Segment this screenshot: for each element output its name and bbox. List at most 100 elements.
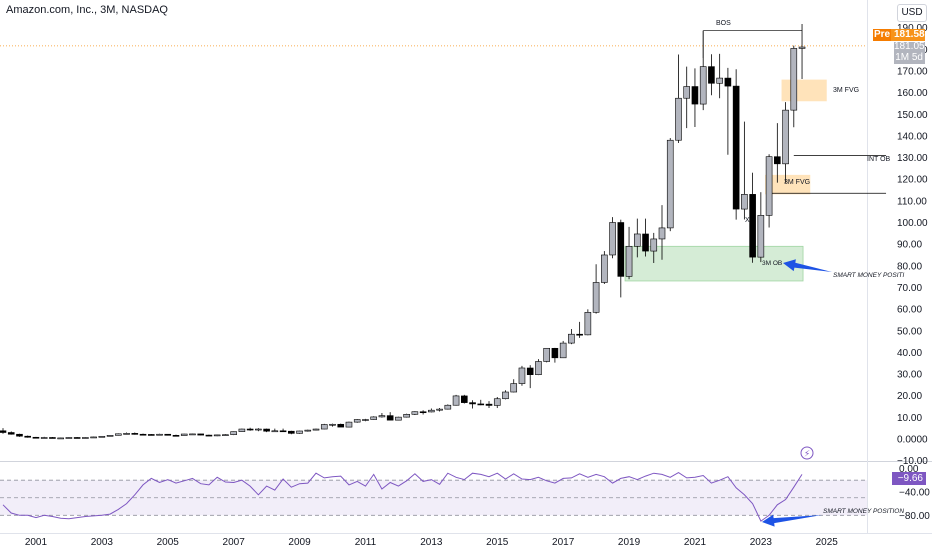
candle-body xyxy=(666,139,674,229)
candle-body xyxy=(436,408,443,411)
candle-body xyxy=(172,435,180,437)
currency-button[interactable]: USD xyxy=(897,4,927,22)
candle-body xyxy=(716,77,723,84)
candle-body xyxy=(337,423,345,428)
arrow-shape xyxy=(762,514,822,527)
candle-body xyxy=(230,431,237,435)
candle-body xyxy=(32,436,40,439)
smart-money-price-label: SMART MONEY POSITI xyxy=(833,272,904,279)
candle-body xyxy=(82,437,89,439)
candle-body xyxy=(798,46,806,49)
candle-body xyxy=(757,215,765,258)
candle-body xyxy=(271,430,279,433)
premarket-label: Pre xyxy=(873,29,891,41)
candle-body xyxy=(131,433,139,435)
price-axis-label: −10.00 xyxy=(897,456,928,467)
candle-body xyxy=(296,430,303,434)
candle-body xyxy=(576,333,583,336)
time-axis-label: 2025 xyxy=(816,537,839,548)
candle-body xyxy=(741,194,748,210)
price-axis-label: 60.00 xyxy=(897,305,922,316)
time-axis-label: 2017 xyxy=(552,537,575,548)
candle-body xyxy=(353,419,361,423)
candle-body xyxy=(790,48,798,111)
candle-body xyxy=(708,66,715,84)
candle-body xyxy=(568,333,575,344)
candle-body xyxy=(180,433,188,436)
candle-body xyxy=(411,411,419,415)
candle-body xyxy=(782,109,789,165)
candle-body xyxy=(658,227,666,240)
candle-body xyxy=(90,436,97,439)
price-axis-label: 40.00 xyxy=(897,348,922,359)
time-axis-label: 2011 xyxy=(355,537,377,548)
candle-body xyxy=(238,428,246,432)
rsi-axis-label: 0.00 xyxy=(899,464,919,475)
rsi-axis-label: −80.00 xyxy=(899,511,930,522)
candle-body xyxy=(222,434,229,436)
candle-body xyxy=(370,416,377,420)
candle-body xyxy=(362,419,369,421)
candle-body xyxy=(774,156,781,165)
candle-body xyxy=(213,434,221,437)
ob-label: 3M OB xyxy=(762,260,782,267)
candle-body xyxy=(477,403,485,406)
price-axis-label: 70.00 xyxy=(897,283,922,294)
price-axis-label: 120.00 xyxy=(897,175,928,186)
lightning-icon-glyph: ⚡ xyxy=(804,449,810,459)
candle-body xyxy=(650,238,658,252)
candle-body xyxy=(246,428,254,431)
smart-money-arrow-rsi xyxy=(762,514,822,527)
bos-label: BOS xyxy=(716,20,731,27)
rsi-line xyxy=(2,472,803,522)
time-axis-label: 2023 xyxy=(750,537,773,548)
fvg-zone-lower xyxy=(765,174,811,195)
time-axis-label: 2001 xyxy=(25,537,48,548)
price-axis-label: 90.00 xyxy=(897,240,922,251)
candle-body xyxy=(452,395,460,406)
candle-body xyxy=(98,435,106,438)
candle-body xyxy=(691,86,699,105)
candle-body xyxy=(73,437,81,439)
lightning-icon xyxy=(800,446,814,460)
candle-body xyxy=(24,435,32,438)
candle-body xyxy=(40,437,48,439)
price-axis-label: 140.00 xyxy=(897,131,928,142)
candle-body xyxy=(65,437,73,439)
candle-body xyxy=(288,430,295,434)
candle-body xyxy=(551,347,559,359)
time-axis-label: 2009 xyxy=(288,537,311,548)
candle-body xyxy=(765,156,773,216)
rsi-value-tag: −9.66 xyxy=(892,472,926,485)
time-axis-label: 2015 xyxy=(486,537,509,548)
candle-body xyxy=(403,414,410,418)
candle-body xyxy=(164,433,172,436)
candle-body xyxy=(732,85,740,210)
time-axis-label: 2013 xyxy=(420,537,443,548)
candle-body xyxy=(386,415,394,421)
price-axis-label: 10.00 xyxy=(897,413,922,424)
candle-body xyxy=(156,433,163,436)
candle-body xyxy=(485,403,493,406)
price-axis-label: 170.00 xyxy=(897,66,928,77)
candle-body xyxy=(7,432,15,435)
candle-body xyxy=(329,423,336,426)
candle-body xyxy=(0,430,7,433)
smart-money-rsi-label: SMART MONEY POSITION xyxy=(823,508,904,515)
fvg-zone-upper xyxy=(781,79,827,102)
candle-body xyxy=(526,367,534,375)
candle-body xyxy=(518,367,526,384)
candle-body xyxy=(749,194,756,258)
last-price-value: 181.05 xyxy=(894,41,925,52)
candle-body xyxy=(609,222,616,256)
x-mark-label: X xyxy=(745,217,750,224)
bar-countdown: 1M 5d xyxy=(895,51,923,63)
candle-body xyxy=(543,347,550,362)
candle-body xyxy=(147,434,155,436)
candle-body xyxy=(320,424,328,430)
fvg-lower-label: 3M FVG xyxy=(784,179,810,186)
candle-body xyxy=(633,233,641,247)
candle-body xyxy=(601,254,608,283)
candle-body xyxy=(493,398,501,406)
